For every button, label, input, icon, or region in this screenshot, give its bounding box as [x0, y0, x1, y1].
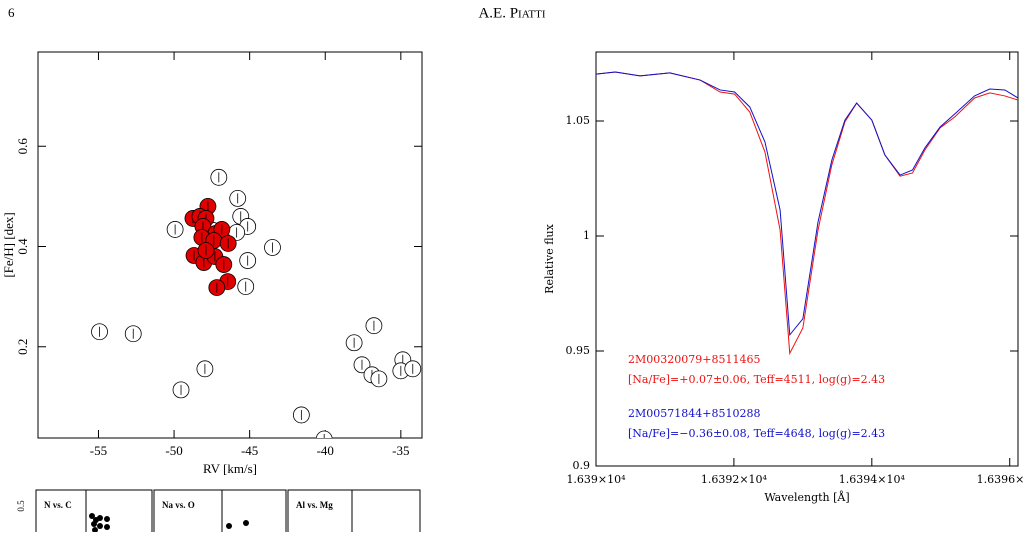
- y-axis-label: [Fe/H] [dex]: [1, 212, 16, 277]
- x-tick-label: -55: [90, 443, 107, 458]
- panel-title: Na vs. O: [162, 500, 195, 510]
- running-head: A.E. Piatti: [478, 5, 545, 21]
- annotation: [Na/Fe]=+0.07±0.06, Teff=4511, log(g)=2.…: [628, 373, 885, 386]
- annotation: 2M00571844+8510288: [628, 407, 760, 420]
- lower-dots: [89, 513, 249, 533]
- lower-panels: [35, 489, 421, 537]
- y-tick-label: 0.2: [15, 339, 30, 355]
- x-tick-label: -45: [241, 443, 258, 458]
- panel-title: N vs. C: [44, 500, 72, 510]
- y-tick-label: 0.95: [566, 344, 591, 357]
- plot-frame: [595, 51, 1019, 467]
- x-tick-label: -35: [392, 443, 409, 458]
- x-tick-label: -40: [317, 443, 334, 458]
- panel-title: Al vs. Mg: [296, 500, 333, 510]
- x-tick-label: 1.6394×10⁴: [839, 473, 906, 486]
- y-axis-label: Relative flux: [543, 223, 556, 293]
- x-tick-label: -50: [165, 443, 182, 458]
- x-tick-label: 1.6392×10⁴: [701, 473, 768, 486]
- line: [595, 71, 1019, 337]
- page-number: 6: [8, 5, 15, 20]
- y-tick-label: 1.05: [566, 114, 591, 127]
- annotation: 2M00320079+8511465: [628, 353, 760, 366]
- y-tick-label: 1: [583, 229, 590, 242]
- x-axis-label: RV [km/s]: [203, 461, 257, 476]
- x-axis-label: Wavelength [Å]: [764, 490, 849, 504]
- panel-ytick: 0.5: [16, 500, 26, 512]
- x-tick-label: 1.6396×10⁴: [977, 473, 1024, 486]
- y-tick-label: 0.9: [573, 459, 591, 472]
- points: [91, 168, 422, 438]
- annotation: [Na/Fe]=−0.36±0.08, Teff=4648, log(g)=2.…: [628, 427, 885, 440]
- x-tick-label: 1.639×10⁴: [566, 473, 626, 486]
- y-tick-label: 0.6: [15, 138, 30, 155]
- y-tick-label: 0.4: [15, 238, 30, 255]
- plot-frame: [37, 51, 423, 439]
- line: [595, 71, 1019, 356]
